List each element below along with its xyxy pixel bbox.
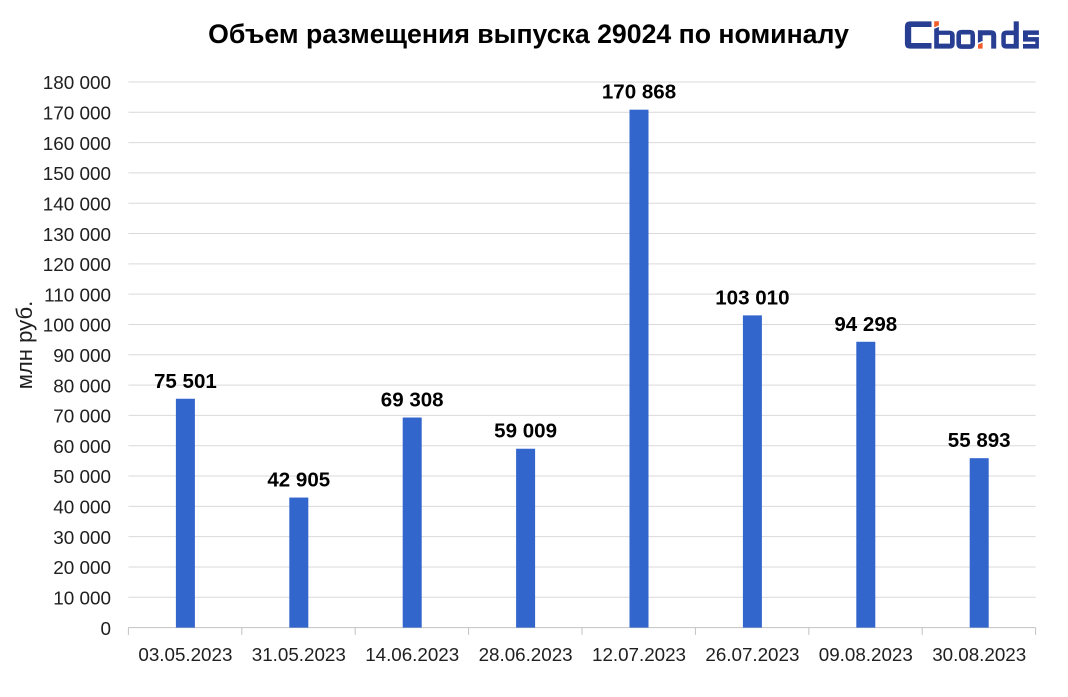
svg-text:103 010: 103 010 [715,286,789,309]
svg-text:14.06.2023: 14.06.2023 [365,644,459,665]
svg-text:31.05.2023: 31.05.2023 [252,644,346,665]
svg-text:120 000: 120 000 [43,255,111,276]
svg-text:30.08.2023: 30.08.2023 [932,644,1026,665]
svg-text:60 000: 60 000 [53,437,111,458]
svg-text:80 000: 80 000 [53,376,111,397]
svg-text:100 000: 100 000 [43,316,111,337]
svg-text:180 000: 180 000 [43,73,111,94]
svg-text:40 000: 40 000 [53,498,111,519]
svg-text:90 000: 90 000 [53,346,111,367]
svg-text:70 000: 70 000 [53,407,111,428]
svg-text:150 000: 150 000 [43,164,111,185]
svg-text:млн руб.: млн руб. [12,301,37,390]
svg-text:69 308: 69 308 [381,389,444,412]
svg-text:170 000: 170 000 [43,104,111,125]
svg-text:110 000: 110 000 [44,285,111,306]
svg-text:10 000: 10 000 [53,588,111,609]
svg-text:30 000: 30 000 [53,528,111,549]
svg-text:0: 0 [100,619,111,640]
svg-text:160 000: 160 000 [43,134,111,155]
svg-text:42 905: 42 905 [267,469,330,492]
svg-text:26.07.2023: 26.07.2023 [705,644,799,665]
svg-text:55 893: 55 893 [948,429,1011,452]
svg-text:75 501: 75 501 [154,370,217,393]
svg-text:50 000: 50 000 [53,467,111,488]
svg-text:28.06.2023: 28.06.2023 [479,644,573,665]
svg-text:20 000: 20 000 [53,558,111,579]
svg-text:03.05.2023: 03.05.2023 [138,644,232,665]
svg-text:170 868: 170 868 [602,81,676,104]
svg-text:94 298: 94 298 [834,313,897,336]
svg-text:09.08.2023: 09.08.2023 [819,644,913,665]
svg-text:140 000: 140 000 [43,194,111,215]
svg-text:59 009: 59 009 [494,420,557,443]
svg-text:12.07.2023: 12.07.2023 [592,644,686,665]
svg-text:Объем размещения выпуска 29024: Объем размещения выпуска 29024 по номина… [208,19,849,49]
svg-text:130 000: 130 000 [43,225,111,246]
